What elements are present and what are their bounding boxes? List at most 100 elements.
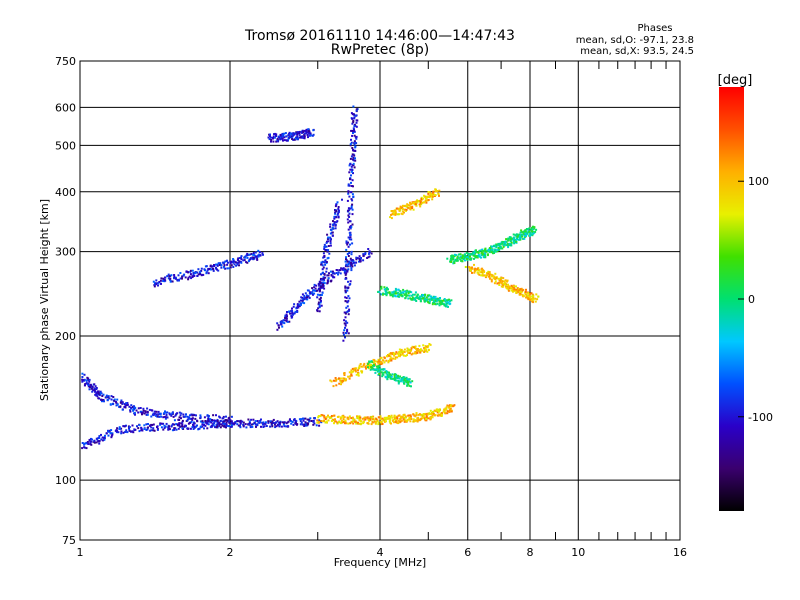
data-point (169, 277, 172, 280)
data-point (352, 158, 354, 161)
data-point (284, 132, 287, 135)
data-point (355, 125, 358, 128)
data-point (118, 405, 121, 408)
data-point (199, 273, 202, 275)
data-point (408, 352, 411, 355)
data-point (115, 429, 118, 432)
data-point (215, 423, 218, 426)
data-point (291, 421, 294, 424)
data-point (412, 418, 415, 421)
data-point (301, 293, 304, 296)
data-point (411, 205, 414, 208)
data-point (388, 354, 391, 357)
data-point (378, 291, 381, 294)
data-point (437, 192, 440, 195)
data-point (351, 203, 354, 206)
data-point (345, 306, 348, 309)
data-point (350, 141, 353, 144)
data-point (298, 130, 301, 133)
data-point (182, 413, 185, 416)
data-point (262, 421, 265, 424)
data-point (480, 270, 483, 273)
data-point (396, 356, 399, 359)
data-point (230, 420, 233, 423)
data-point (140, 410, 143, 413)
data-point (342, 377, 345, 380)
data-point (324, 249, 327, 251)
data-point (317, 415, 320, 417)
data-point (338, 382, 341, 385)
data-point (270, 138, 273, 141)
data-point (409, 414, 412, 417)
data-point (193, 425, 196, 428)
phases-x-line: mean, sd,X: 93.5, 24.5 (580, 46, 694, 57)
data-point (83, 442, 86, 445)
data-point (482, 269, 485, 272)
data-point (243, 259, 246, 262)
data-point (237, 261, 240, 264)
data-point (233, 422, 236, 425)
data-point (305, 423, 308, 426)
data-point (323, 282, 326, 285)
data-point (407, 292, 410, 294)
data-point (333, 414, 336, 417)
data-point (189, 270, 192, 273)
data-point (162, 277, 165, 280)
data-point (534, 300, 537, 303)
data-point (483, 252, 486, 255)
data-point (172, 415, 175, 418)
data-point (352, 417, 355, 420)
data-point (88, 378, 91, 381)
data-point (346, 330, 349, 333)
data-point (507, 243, 510, 245)
data-point (374, 422, 377, 425)
data-point (397, 380, 400, 383)
data-point (468, 266, 470, 269)
data-point (207, 272, 210, 275)
data-point (218, 424, 221, 427)
data-point (288, 320, 291, 323)
data-point (389, 377, 392, 380)
data-point (409, 207, 412, 210)
data-point (133, 408, 135, 410)
data-point (537, 295, 540, 298)
data-point (352, 185, 354, 188)
data-point (445, 303, 447, 306)
data-point (350, 170, 353, 173)
data-point (353, 123, 356, 126)
data-point (392, 421, 395, 424)
data-point (507, 289, 510, 292)
y-tick-label: 100 (55, 474, 76, 487)
data-point (349, 422, 352, 425)
data-point (326, 279, 329, 282)
data-point (399, 351, 402, 354)
data-point (529, 234, 532, 236)
data-point (159, 423, 162, 426)
data-point (131, 424, 134, 427)
data-point (215, 266, 217, 269)
data-point (443, 299, 445, 302)
data-point (426, 199, 429, 202)
data-point (498, 281, 501, 284)
data-point (411, 296, 414, 299)
data-point (333, 276, 336, 279)
data-point (320, 261, 323, 264)
data-point (419, 298, 422, 301)
data-point (431, 412, 433, 414)
data-point (405, 208, 408, 211)
data-point (119, 401, 122, 404)
data-point (227, 417, 230, 420)
data-point (250, 418, 253, 421)
data-point (204, 424, 207, 427)
data-point (375, 365, 378, 368)
data-point (411, 380, 414, 383)
data-point (370, 423, 373, 426)
y-tick-label: 600 (55, 101, 76, 114)
data-point (189, 427, 192, 430)
data-point (235, 264, 238, 267)
data-point (397, 422, 399, 425)
data-point (206, 269, 209, 272)
data-point (438, 299, 441, 302)
data-point (378, 360, 381, 363)
data-point (517, 287, 520, 290)
